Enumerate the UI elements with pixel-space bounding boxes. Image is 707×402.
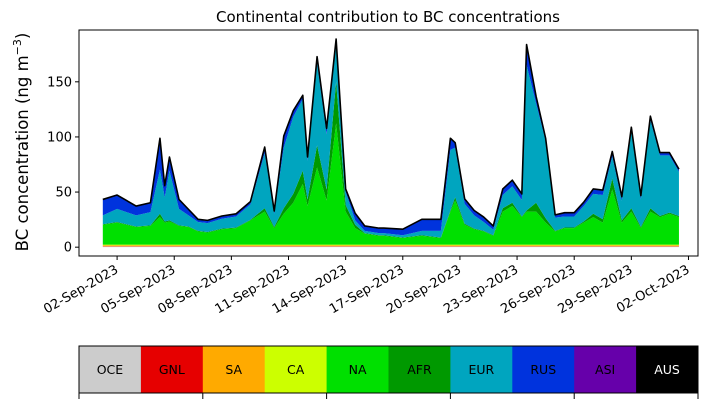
y-tick-label: 50	[55, 186, 72, 201]
legend-frame	[78, 345, 699, 394]
legend-cell-asi: ASI	[574, 346, 637, 393]
legend-cell-ca: CA	[264, 346, 328, 393]
x-axis: 02-Sep-202305-Sep-202308-Sep-202311-Sep-…	[41, 256, 692, 317]
plot-area	[78, 29, 699, 257]
legend-swatch	[264, 346, 328, 393]
legend-label: SA	[225, 362, 242, 377]
y-axis-label-superscript: −3	[11, 39, 24, 55]
legend-cell-oce: OCE	[79, 346, 142, 393]
svg-text:BC concentration (ng m−3): BC concentration (ng m−3)	[11, 33, 32, 252]
area-series-sa	[102, 245, 679, 247]
area-series-eur	[102, 42, 679, 238]
legend-label: CA	[287, 362, 305, 377]
legend-swatch	[202, 346, 266, 393]
legend-swatch	[79, 346, 142, 393]
legend-cell-gnl: GNL	[140, 346, 204, 393]
legend-swatch	[388, 346, 451, 393]
y-tick-label: 0	[64, 241, 72, 256]
legend-cell-afr: AFR	[388, 346, 451, 393]
legend-cell-rus: RUS	[512, 346, 575, 393]
legend-label: GNL	[159, 362, 185, 377]
legend-cell-sa: SA	[202, 346, 266, 393]
legend-cell-aus: AUS	[636, 346, 699, 393]
legend-swatch	[140, 346, 204, 393]
legend-swatch	[574, 346, 637, 393]
area-series-oce	[102, 246, 679, 248]
legend-swatch	[512, 346, 575, 393]
legend-cell-eur: EUR	[450, 346, 513, 393]
legend-swatch	[326, 346, 389, 393]
y-axis: 0 50 100 150	[47, 75, 79, 256]
legend-label: ASI	[595, 362, 615, 377]
colorbar-legend: OCE GNL SA CA NA AFR EUR RUS ASI AUS	[78, 345, 699, 399]
y-axis-label-main: BC concentration (ng m	[13, 55, 32, 251]
legend-label: NA	[349, 362, 367, 377]
legend-swatch	[636, 346, 699, 393]
plot-frame	[78, 29, 699, 257]
legend-swatch	[450, 346, 513, 393]
legend-label: AFR	[407, 362, 432, 377]
y-axis-label-close: )	[13, 33, 32, 39]
area-series-na	[102, 123, 679, 245]
total-concentration-line	[102, 38, 680, 231]
y-tick-label: 150	[47, 75, 72, 90]
y-axis-label: BC concentration (ng m−3)	[11, 33, 32, 252]
legend-label: EUR	[468, 362, 494, 377]
y-tick-label: 100	[47, 130, 72, 145]
area-series-ca	[102, 244, 679, 246]
legend-label: RUS	[530, 362, 556, 377]
legend-label: OCE	[97, 362, 124, 377]
legend-label: AUS	[654, 362, 680, 377]
legend-cell-na: NA	[326, 346, 389, 393]
chart-title: Continental contribution to BC concentra…	[216, 8, 560, 26]
